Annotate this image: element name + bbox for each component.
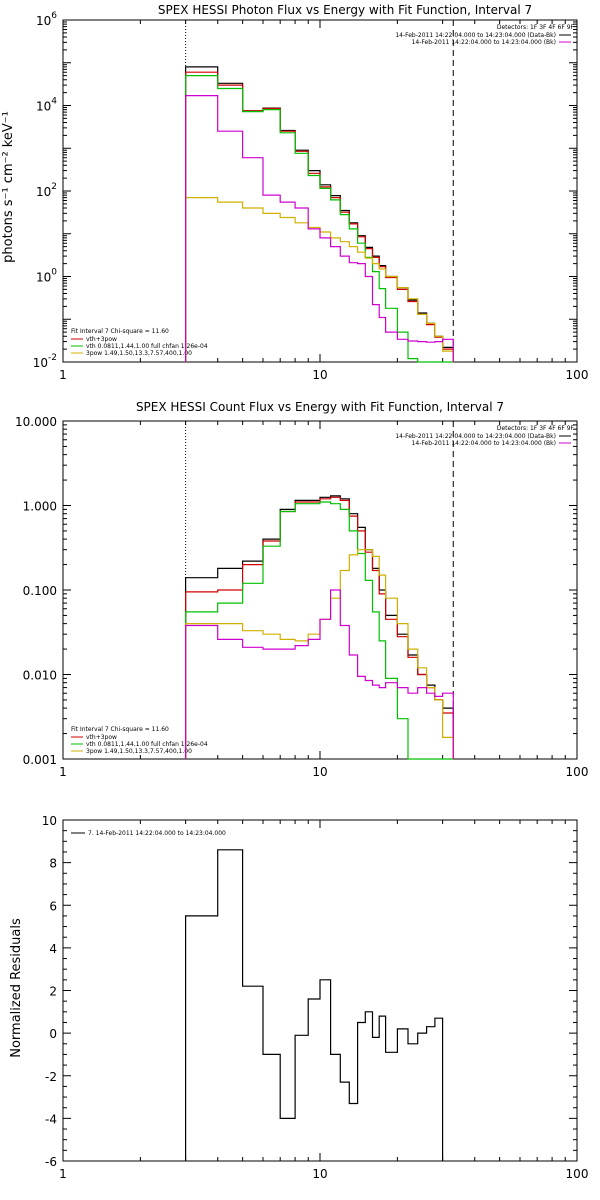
count-flux-fit-vth: vth 0.0811,1.44,1.00 full chfan 1.26e-04 bbox=[86, 741, 208, 748]
count-flux-x-tick-label: 1 bbox=[59, 765, 67, 779]
photon-flux-panel: SPEX HESSI Photon Flux vs Energy with Fi… bbox=[1, 3, 588, 382]
photon-flux-y-label: photons s⁻¹ cm⁻² keV⁻¹ bbox=[1, 111, 16, 263]
photon-flux-y-tick-label: 106 bbox=[36, 11, 57, 28]
photon-flux-y-tick-label: 104 bbox=[36, 97, 57, 114]
count-flux-fit-3pow: 3pow 1.49,1.50,13.3,7.57,400,1.00 bbox=[86, 748, 192, 755]
count-flux-y-tick-label: 0.100 bbox=[23, 584, 57, 598]
photon-flux-fit-vth: vth 0.0811,1.44,1.00 full chfan 1.26e-04 bbox=[86, 343, 208, 350]
residuals-y-tick-label: 10 bbox=[42, 814, 57, 828]
photon-flux-x-tick-label: 1 bbox=[59, 368, 67, 382]
count-flux-series-4-line bbox=[185, 589, 454, 759]
photon-flux-y-tick-label: 102 bbox=[36, 182, 57, 199]
count-flux-x-tick-label: 10 bbox=[312, 765, 327, 779]
photon-flux-series-1-line bbox=[185, 71, 454, 362]
photon-flux-detectors: Detectors: 1F 3F 4F 6F 9F bbox=[497, 24, 575, 31]
photon-flux-series-4-line bbox=[185, 95, 454, 362]
count-flux-legend-bk: 14-Feb-2011 14:22:04.000 to 14:23:04.000… bbox=[412, 440, 556, 447]
photon-flux-y-tick-label: 100 bbox=[36, 268, 57, 285]
residuals-y-tick-label: -6 bbox=[45, 1155, 57, 1169]
residuals-y-tick-label: 6 bbox=[49, 899, 57, 913]
photon-flux-series-3-line bbox=[185, 197, 454, 362]
photon-flux-frame bbox=[62, 19, 578, 363]
residuals-legend: 7. 14-Feb-2011 14:22:04.000 to 14:23:04.… bbox=[88, 830, 226, 837]
photon-flux-x-tick-label: 100 bbox=[566, 368, 589, 382]
residuals-y-tick-label: -2 bbox=[45, 1070, 57, 1084]
count-flux-detectors: Detectors: 1F 3F 4F 6F 9F bbox=[497, 425, 575, 432]
count-flux-y-tick-label: 1.000 bbox=[23, 500, 57, 514]
photon-flux-series-0-line bbox=[185, 66, 454, 362]
residuals-y-tick-label: 8 bbox=[49, 857, 57, 871]
photon-flux-legend-databk: 14-Feb-2011 14:22:04.000 to 14:23:04.000… bbox=[395, 32, 556, 39]
photon-flux-fit-3pow: 3pow 1.49,1.50,13.3,7.57,400,1.00 bbox=[86, 350, 192, 357]
residuals-x-tick-label: 100 bbox=[566, 1167, 589, 1181]
count-flux-y-tick-label: 0.010 bbox=[23, 669, 57, 683]
count-flux-legend-databk: 14-Feb-2011 14:22:04.000 to 14:23:04.000… bbox=[395, 433, 556, 440]
photon-flux-series-2-line bbox=[185, 75, 454, 363]
count-flux-title: SPEX HESSI Count Flux vs Energy with Fit… bbox=[136, 400, 504, 414]
count-flux-fit-header: Fit Interval 7 Chi-square = 11.60 bbox=[71, 726, 169, 733]
count-flux-fit-total: vth+3pow bbox=[86, 734, 117, 741]
residuals-y-tick-label: -4 bbox=[45, 1112, 57, 1126]
count-flux-panel: SPEX HESSI Count Flux vs Energy with Fit… bbox=[15, 400, 588, 779]
count-flux-y-tick-label: 0.001 bbox=[23, 753, 57, 767]
residuals-y-label: Normalized Residuals bbox=[9, 918, 24, 1058]
photon-flux-title: SPEX HESSI Photon Flux vs Energy with Fi… bbox=[158, 3, 532, 17]
residuals-series-0-line bbox=[185, 849, 444, 1161]
count-flux-y-tick-label: 10.000 bbox=[15, 415, 57, 429]
photon-flux-x-tick-label: 10 bbox=[312, 368, 327, 382]
photon-flux-y-tick-label: 10-2 bbox=[33, 353, 57, 370]
photon-flux-fit-header: Fit Interval 7 Chi-square = 11.60 bbox=[71, 328, 169, 335]
residuals-x-tick-label: 1 bbox=[59, 1167, 67, 1181]
count-flux-series-3-line bbox=[185, 549, 454, 759]
count-flux-x-tick-label: 100 bbox=[566, 765, 589, 779]
residuals-y-tick-label: 2 bbox=[49, 985, 57, 999]
count-flux-frame bbox=[62, 420, 578, 760]
residuals-y-tick-label: 4 bbox=[49, 942, 57, 956]
count-flux-series-2-line bbox=[185, 501, 454, 760]
residuals-panel: Normalized Residuals 7. 14-Feb-2011 14:2… bbox=[9, 814, 588, 1181]
residuals-y-tick-label: 0 bbox=[49, 1027, 57, 1041]
photon-flux-fit-total: vth+3pow bbox=[86, 336, 117, 343]
photon-flux-legend-bk: 14-Feb-2011 14:22:04.000 to 14:23:04.000… bbox=[412, 39, 556, 46]
residuals-x-tick-label: 10 bbox=[312, 1167, 327, 1181]
